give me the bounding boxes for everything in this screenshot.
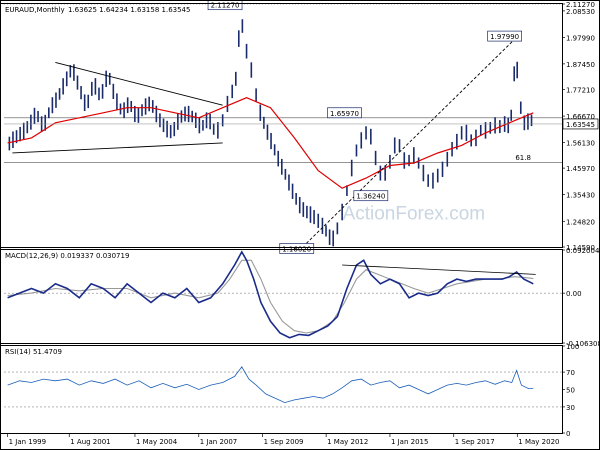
panel-border <box>0 249 563 344</box>
x-tick-label: 1 Sep 2009 <box>264 438 304 446</box>
x-tick-label: 1 Sep 2017 <box>455 438 495 446</box>
price-label-box <box>279 243 315 254</box>
trendline <box>12 142 223 154</box>
price-label-box <box>487 30 522 42</box>
y-tick-label: 1.66670 <box>566 113 595 121</box>
x-tick-label: 1 Aug 2001 <box>70 438 110 446</box>
watermark: ActionForex.com <box>343 204 486 225</box>
panel-border <box>0 345 563 434</box>
macd-trendline <box>342 264 536 275</box>
panel-border <box>0 3 563 248</box>
x-tick-label: 1 Jan 2015 <box>391 438 429 446</box>
y-tick-label: 1.24820 <box>566 218 595 226</box>
y-tick-label: 0.00 <box>566 290 582 298</box>
y-tick-label: 1.14590 <box>566 244 595 252</box>
y-tick-label: 2.08530 <box>566 8 595 16</box>
macd-line <box>7 250 534 339</box>
macd-panel: MACD(12,26,9) 0.019337 0.030719 0.092004 0… <box>4 247 600 348</box>
y-tick-label: -0.106308 <box>566 340 600 348</box>
price-label-box <box>207 0 243 11</box>
moving-average-line <box>7 97 534 189</box>
trendline <box>55 62 223 106</box>
price-label: 2.11270 <box>211 2 240 10</box>
y-tick-label: 50 <box>566 387 575 395</box>
ohlc-text: 1.63625 1.64234 1.63158 1.63545 <box>68 6 190 14</box>
x-tick-label: 1 May 2004 <box>136 438 178 446</box>
price-label: 1.36240 <box>356 193 385 201</box>
y-tick-label: 2.11270 <box>566 1 595 9</box>
x-tick-label: 1 May 2012 <box>327 438 368 446</box>
fib-label: 61.8 <box>515 154 531 162</box>
y-tick-label: 30 <box>566 404 575 412</box>
y-tick-label: 70 <box>566 369 575 377</box>
rsi-panel: RSI(14) 51.4709 100 70 50 30 0 <box>4 343 579 438</box>
y-tick-label: 1.45970 <box>566 165 595 173</box>
y-tick-label: 1.97990 <box>566 34 595 42</box>
rsi-title: RSI(14) 51.4709 <box>5 348 62 356</box>
current-price-label: 1.63545 <box>566 121 595 129</box>
y-tick-label: 100 <box>566 343 579 351</box>
rsi-line <box>7 366 534 404</box>
y-tick-label: 0.092004 <box>566 247 600 255</box>
price-label-box <box>327 107 362 119</box>
x-tick-label: 1 Jan 2007 <box>200 438 238 446</box>
price-title: EURAUD,Monthly <box>5 6 65 14</box>
price-label: 1.65970 <box>330 110 359 118</box>
date-axis: 1 Jan 1999 1 Aug 2001 1 May 2004 1 Jan 2007… <box>7 433 560 446</box>
trendline <box>305 37 517 244</box>
y-tick-label: 1.35430 <box>566 192 595 200</box>
macd-title: MACD(12,26,9) 0.019337 0.030719 <box>5 252 129 260</box>
y-tick-label: 1.56130 <box>566 140 595 148</box>
price-panel: ActionForex.com 2.11270 1.97990 1.65970 1.36… <box>4 0 599 254</box>
x-tick-label: 1 Jan 1999 <box>9 438 47 446</box>
y-tick-label: 0 <box>566 430 570 438</box>
x-tick-label: 1 May 2020 <box>518 438 559 446</box>
macd-line <box>7 259 534 334</box>
y-tick-label: 1.87450 <box>566 61 595 69</box>
price-label-box <box>353 190 389 202</box>
y-tick-label: 1.77210 <box>566 87 595 95</box>
price-label: 1.97990 <box>490 33 519 41</box>
